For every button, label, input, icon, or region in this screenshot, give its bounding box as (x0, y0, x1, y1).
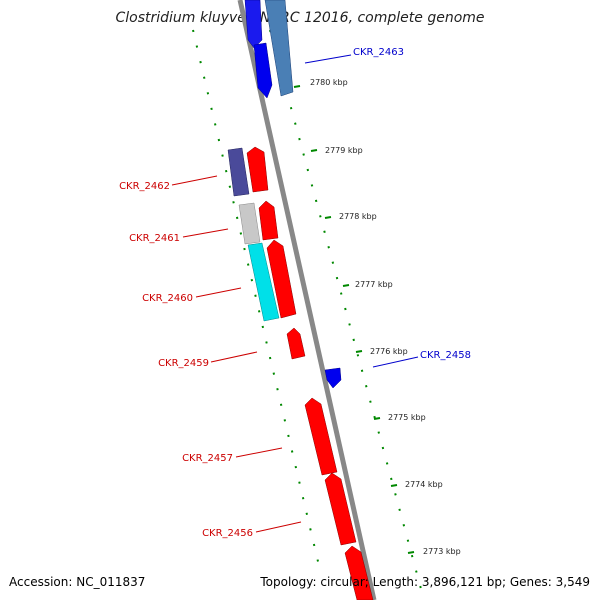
gene-label-ckr-2456[interactable]: CKR_2456 (202, 528, 253, 539)
major-tick-marks (293, 85, 415, 554)
gene-arrow-ckr-2461[interactable] (258, 200, 279, 241)
gene-label-ckr-2463[interactable]: CKR_2463 (353, 47, 404, 58)
gene-label-ckr-2462[interactable]: CKR_2462 (119, 181, 170, 192)
genome-backbone (237, 0, 377, 600)
genome-summary-text: Topology: circular; Length: 3,896,121 bp… (260, 575, 590, 589)
gene-arrow-ckr-2457[interactable] (304, 397, 338, 476)
gene-arrow-ckr-2459[interactable] (286, 327, 306, 360)
gene-arrow-ckr-2456[interactable] (324, 472, 357, 546)
cds-block-ckr-2461-rna[interactable] (238, 202, 261, 245)
tick-label: 2780 kbp (310, 78, 348, 87)
map-title: Clostridium kluyveri NBRC 12016, complet… (115, 10, 485, 26)
gene-arrow-ckr-2458[interactable] (324, 367, 342, 389)
gene-label-ckr-2458[interactable]: CKR_2458 (420, 350, 471, 361)
gene-label-ckr-2457[interactable]: CKR_2457 (182, 453, 233, 464)
inner-tick-ring (192, 29, 321, 571)
gene-arrow-ckr-2460[interactable] (266, 239, 297, 319)
label-leader-lines (171, 54, 419, 533)
gene-arrow-ckr-2463-a[interactable] (244, 0, 263, 49)
tick-label: 2777 kbp (355, 280, 393, 289)
gene-arrow-ckr-2462[interactable] (246, 146, 269, 193)
tick-label: 2773 kbp (423, 547, 461, 556)
gene-arrow-ckr-2463-b[interactable] (253, 42, 273, 99)
cds-block-ckr-2460-rna[interactable] (247, 242, 280, 322)
cds-block-ckr-2462-rna[interactable] (227, 147, 250, 197)
gene-arrow-ckr-2463-c[interactable] (264, 0, 294, 97)
tick-label: 2778 kbp (339, 212, 377, 221)
gene-label-ckr-2461[interactable]: CKR_2461 (129, 233, 180, 244)
gene-label-ckr-2459[interactable]: CKR_2459 (158, 358, 209, 369)
tick-label: 2775 kbp (388, 413, 426, 422)
gene-arrow-ckr-2455[interactable] (344, 545, 374, 600)
tick-label: 2776 kbp (370, 347, 408, 356)
tick-label: 2779 kbp (325, 146, 363, 155)
tick-label: 2774 kbp (405, 480, 443, 489)
accession-text: Accession: NC_011837 (9, 575, 146, 589)
gene-label-ckr-2460[interactable]: CKR_2460 (142, 293, 193, 304)
